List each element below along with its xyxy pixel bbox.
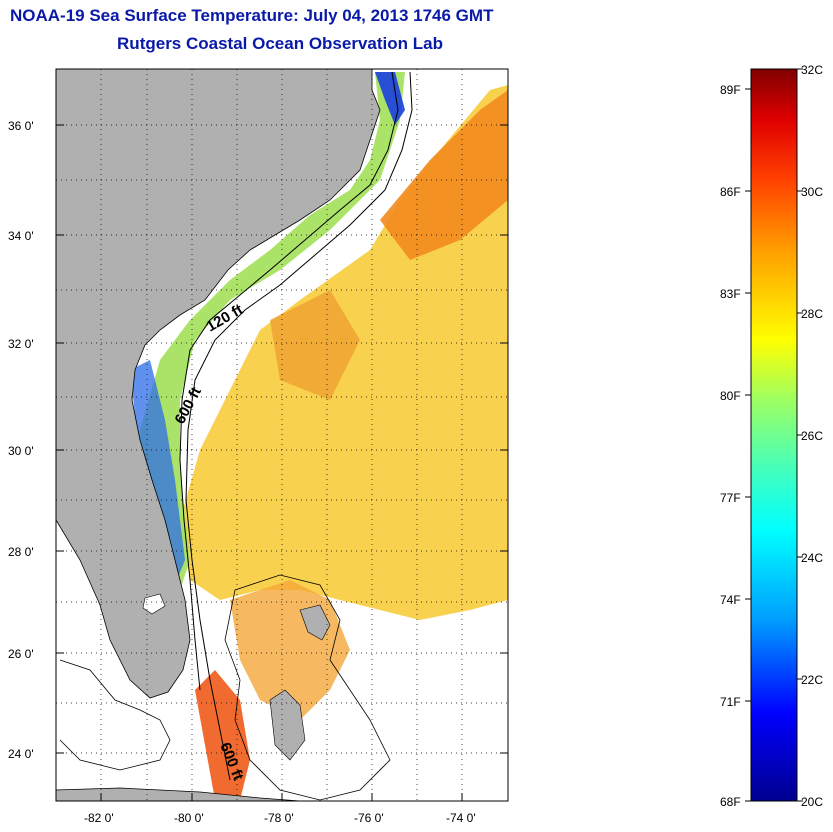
grid-lines [56,69,508,801]
map-subtitle: Rutgers Coastal Ocean Observation Lab [117,34,443,53]
cb-label-77f: 77F [720,491,741,505]
cb-label-68f: 68F [720,795,741,809]
cb-label-83f: 83F [720,287,741,301]
land-us-southeast [56,69,381,699]
lon-label-80: -80 0' [174,811,204,825]
cb-label-86f: 86F [720,185,741,199]
cb-label-80f: 80F [720,389,741,403]
land-bahamas-abaco [299,604,331,641]
lat-label-28: 28 0' [8,545,34,559]
contour-120ft [179,71,399,691]
sst-nearshore-green [130,72,405,590]
tick-marks [56,124,508,801]
cb-label-71f: 71F [720,695,741,709]
contour-florida-bay [59,659,171,771]
lat-label-24: 24 0' [8,747,34,761]
map-title: NOAA-19 Sea Surface Temperature: July 04… [10,6,494,25]
sst-florida-straits [195,670,250,800]
colorbar-ticks [745,68,803,802]
lat-label-34: 34 0' [8,229,34,243]
lon-label-82: -82 0' [84,811,114,825]
cb-label-26c: 26C [801,429,823,443]
cb-label-28c: 28C [801,307,823,321]
lon-label-76: -76 0' [354,811,384,825]
cb-label-30c: 30C [801,185,823,199]
lat-label-30: 30 0' [8,444,34,458]
sst-warm-patch [270,290,360,400]
cb-label-32c: 32C [801,63,823,77]
contour-bahamas-bank [224,574,391,801]
contour-600ft [185,71,413,781]
cb-label-24c: 24C [801,551,823,565]
lat-label-26: 26 0' [8,647,34,661]
sst-warm-gulfstream [380,90,508,260]
cb-label-22c: 22C [801,673,823,687]
colorbar [750,68,798,802]
lat-label-36: 36 0' [8,119,34,133]
cb-label-74f: 74F [720,593,741,607]
lon-label-78: -78 0' [264,811,294,825]
lon-label-74: -74 0' [446,811,476,825]
land-bahamas-andros [269,689,306,761]
sst-cold-upwelling-south [130,360,185,585]
cb-label-89f: 89F [720,83,741,97]
land-lake-okeechobee [142,593,166,615]
lat-label-32: 32 0' [8,337,34,351]
land-cuba [56,787,301,801]
cb-label-20c: 20C [801,795,823,809]
